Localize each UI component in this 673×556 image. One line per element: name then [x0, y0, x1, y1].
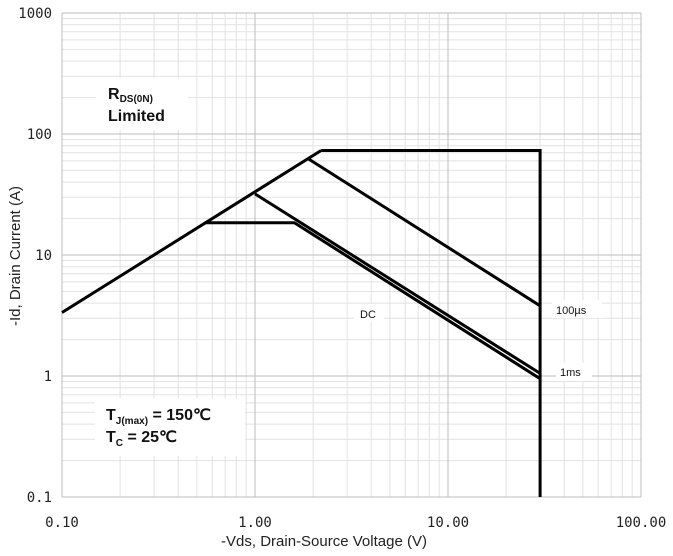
x-tick-label: 100.00	[616, 515, 667, 531]
dc-label-bg	[354, 304, 384, 322]
series-line-3	[254, 192, 541, 375]
grid-major	[61, 12, 642, 498]
x-tick-label: 10.00	[427, 515, 469, 531]
tc-label: TC = 25℃	[106, 429, 177, 449]
tj-rest: = 150℃	[148, 407, 211, 424]
rds-limited-label: RDS(0N)	[108, 86, 153, 105]
ms1-label-bg	[556, 363, 592, 381]
series-line-2	[307, 157, 541, 308]
series-line-0	[61, 149, 322, 314]
y-tick-label: 1000	[18, 6, 52, 22]
dc-label: DC	[360, 309, 376, 321]
tick-labels: 0.10 1.00 10.00 100.00 0.1 1 10 100 1000	[18, 6, 666, 531]
series-line-1	[321, 149, 542, 497]
tc-sub: C	[116, 438, 123, 449]
x-tick-label: 1.00	[238, 515, 272, 531]
tc-rest: = 25℃	[123, 429, 177, 446]
tj-sub: J(max)	[116, 416, 148, 427]
us100-label-bg	[552, 300, 602, 318]
x-axis-title: -Vds, Drain-Source Voltage (V)	[221, 533, 427, 550]
rds-sub: DS(0N)	[120, 94, 153, 105]
tj-main: T	[106, 407, 116, 424]
limited-label: Limited	[108, 108, 165, 125]
conditions-bg	[95, 398, 245, 456]
series-lines	[61, 149, 542, 497]
tc-main: T	[106, 429, 116, 446]
us100-label: 100µs	[556, 305, 587, 317]
y-tick-label: 10	[35, 248, 52, 264]
x-tick-label: 0.10	[45, 515, 79, 531]
y-tick-label: 0.1	[27, 490, 52, 506]
rds-main: R	[108, 86, 120, 103]
y-axis-title: -Id, Drain Current (A)	[7, 186, 24, 326]
tj-label: TJ(max) = 150℃	[106, 407, 211, 427]
rds-label-bg	[96, 78, 188, 130]
series-line-4	[204, 221, 541, 380]
y-tick-label: 100	[27, 127, 52, 143]
y-tick-label: 1	[44, 369, 52, 385]
ms1-label: 1ms	[560, 367, 581, 379]
